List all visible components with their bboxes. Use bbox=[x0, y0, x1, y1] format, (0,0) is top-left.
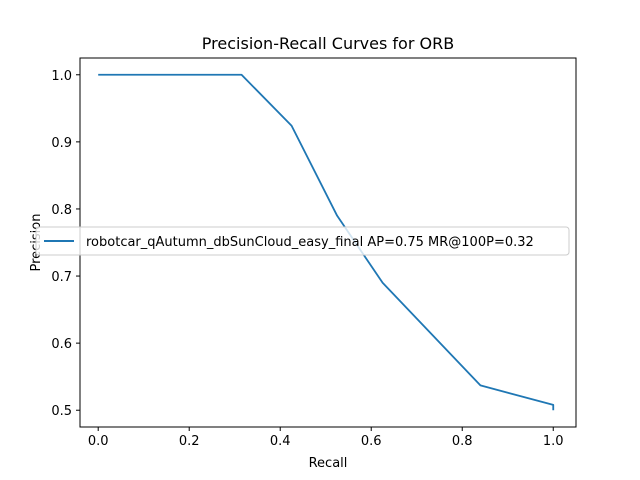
y-tick-label: 0.9 bbox=[51, 136, 72, 151]
y-tick-label: 1.0 bbox=[51, 69, 72, 84]
legend: robotcar_qAutumn_dbSunCloud_easy_final A… bbox=[35, 226, 570, 256]
y-tick-label: 0.7 bbox=[51, 270, 72, 285]
x-tick-label: 1.0 bbox=[543, 434, 564, 449]
x-tick-label: 0.4 bbox=[270, 434, 291, 449]
legend-entry-label: robotcar_qAutumn_dbSunCloud_easy_final A… bbox=[86, 235, 534, 250]
chart-title: Precision-Recall Curves for ORB bbox=[202, 34, 454, 53]
x-axis-ticks: 0.0 0.2 0.4 0.6 0.8 1.0 bbox=[88, 427, 564, 449]
x-tick-label: 0.8 bbox=[452, 434, 473, 449]
legend-box bbox=[35, 226, 570, 256]
x-tick-label: 0.0 bbox=[88, 434, 109, 449]
y-tick-label: 0.8 bbox=[51, 203, 72, 218]
x-tick-label: 0.2 bbox=[179, 434, 200, 449]
y-tick-label: 0.5 bbox=[51, 404, 72, 419]
x-tick-label: 0.6 bbox=[361, 434, 382, 449]
x-axis-label: Recall bbox=[309, 456, 348, 471]
y-axis-ticks: 0.5 0.6 0.7 0.8 0.9 1.0 bbox=[51, 69, 80, 419]
y-tick-label: 0.6 bbox=[51, 337, 72, 352]
